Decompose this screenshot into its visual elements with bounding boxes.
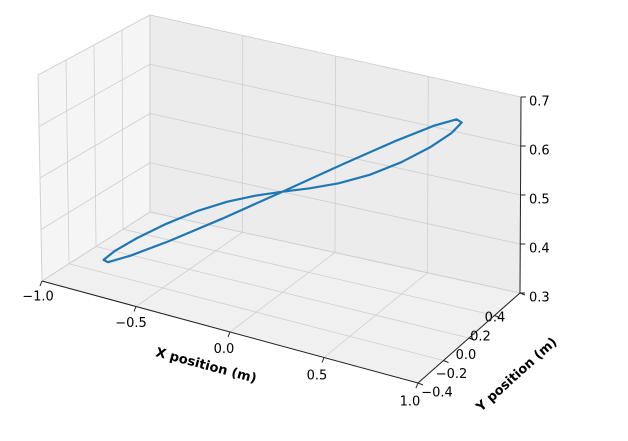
- grid-line: [37, 14, 151, 76]
- grid-line: [38, 63, 151, 127]
- x-tick-label: −0.5: [115, 316, 147, 331]
- grid-line: [149, 211, 521, 294]
- grid-line: [122, 228, 495, 316]
- grid-line: [41, 211, 151, 282]
- z-tick-label: 0.6: [529, 144, 550, 159]
- y-axis-label: Y position (m): [473, 335, 560, 416]
- grid-line: [40, 162, 151, 230]
- grid-line: [95, 246, 470, 339]
- grid-line: [149, 113, 521, 196]
- z-tick-label: 0.5: [529, 193, 550, 208]
- tick-mark: [321, 357, 325, 363]
- z-tick-label: 0.4: [529, 242, 550, 257]
- grid-line: [149, 162, 521, 245]
- tick-mark: [133, 306, 137, 312]
- x-tick-label: 1.0: [400, 395, 421, 410]
- tick-mark: [227, 331, 231, 338]
- tick-mark: [415, 382, 419, 389]
- z-tick-label: 0.3: [529, 291, 550, 306]
- tick-mark: [417, 382, 424, 386]
- axis-line: [41, 280, 419, 384]
- tick-mark: [494, 315, 500, 318]
- z-tick-label: 0.7: [529, 95, 550, 110]
- x-axis-label: X position (m): [154, 345, 258, 386]
- x-tick-label: −1.0: [22, 290, 54, 305]
- y-tick-label: 0.4: [485, 311, 506, 326]
- x-tick-label: 0.0: [214, 342, 235, 357]
- grid-line: [149, 63, 521, 147]
- axis-line: [519, 96, 522, 294]
- y-tick-label: 0.2: [470, 329, 491, 344]
- y-tick-label: −0.2: [436, 367, 468, 382]
- tick-mark: [39, 280, 43, 287]
- grid-line: [68, 263, 444, 361]
- tick-mark: [468, 337, 475, 341]
- y-tick-label: −0.4: [421, 386, 453, 401]
- x-tick-label: 0.5: [307, 368, 328, 383]
- data-line: [102, 118, 463, 264]
- grid-line: [149, 14, 522, 98]
- grid-line: [39, 113, 151, 179]
- axis-line: [417, 292, 521, 384]
- y-tick-label: 0.0: [456, 348, 477, 363]
- tick-mark: [443, 360, 449, 363]
